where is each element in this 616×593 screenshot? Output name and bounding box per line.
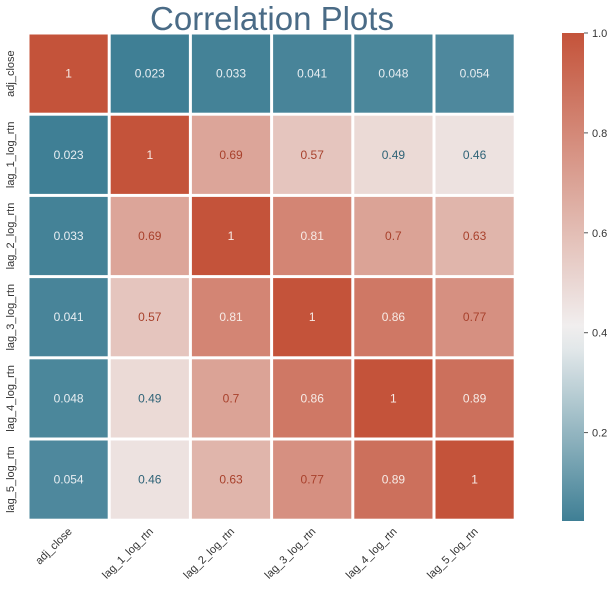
cell-value-label-r3-c2: 0.81: [219, 310, 243, 324]
heatmap-cell-r1-c2: [191, 115, 271, 194]
y-axis-tick-labels: adj_close lag_1_log_rtn lag_2_log_rtn lag_3…: [5, 50, 17, 513]
heatmap-cell-r5-c3: [273, 440, 352, 519]
cell-value-label-r5-c4: 0.89: [382, 473, 406, 487]
cell-value-label-r1-c3: 0.57: [301, 148, 325, 162]
cell-value-label-r4-c5: 0.89: [463, 391, 487, 405]
cell-value-label-r1-c0: 0.023: [54, 148, 84, 162]
colorbar: 0.2 0.4 0.6 0.8 1.0: [562, 28, 607, 521]
cell-value-label-r3-c4: 0.86: [382, 310, 406, 324]
x-tick-label: adj_close: [33, 526, 74, 567]
heatmap-cell-r4-c1: [110, 359, 189, 438]
cell-value-label-r3-c5: 0.77: [463, 310, 487, 324]
y-tick-label: adj_close: [5, 50, 17, 96]
cell-value-label-r5-c3: 0.77: [301, 473, 325, 487]
heatmap-cell-labels: 1 0.023 0.033 0.041 0.048 0.054 0.023 1 0.69 0.57…: [54, 67, 490, 487]
colorbar-tick-label: 0.4: [592, 328, 607, 340]
heatmap-cell-r1-c0: [29, 115, 108, 194]
heatmap-cell-r2-c3: [273, 196, 352, 276]
cell-value-label-r3-c1: 0.57: [138, 310, 162, 324]
cell-value-label-r0-c0: 1: [65, 67, 72, 81]
heatmap-cell-r1-c4: [354, 115, 433, 194]
chart-title: Correlation Plots: [150, 0, 394, 37]
heatmap-cell-r3-c3: [273, 278, 352, 357]
heatmap-cell-r0-c0: [29, 34, 108, 113]
x-tick-label: lag_5_log_rtn: [425, 526, 481, 582]
cell-value-label-r2-c5: 0.63: [463, 229, 487, 243]
cell-value-label-r2-c3: 0.81: [301, 229, 325, 243]
y-tick-label: lag_2_log_rtn: [5, 203, 17, 270]
x-tick-label: lag_4_log_rtn: [344, 526, 400, 582]
cell-value-label-r5-c2: 0.63: [219, 473, 243, 487]
cell-value-label-r3-c3: 1: [309, 310, 316, 324]
cell-value-label-r1-c1: 1: [146, 148, 153, 162]
cell-value-label-r5-c1: 0.46: [138, 473, 162, 487]
cell-value-label-r1-c5: 0.46: [463, 148, 487, 162]
heatmap-cell-r3-c4: [354, 278, 433, 357]
heatmap-cell-r1-c5: [435, 115, 514, 194]
colorbar-gradient: [562, 33, 584, 521]
y-tick-label: lag_5_log_rtn: [5, 446, 17, 513]
heatmap-cell-r3-c2: [191, 278, 271, 357]
cell-value-label-r1-c2: 0.69: [219, 148, 243, 162]
cell-value-label-r0-c1: 0.023: [135, 67, 165, 81]
cell-value-label-r2-c1: 0.69: [138, 229, 162, 243]
heatmap-cell-r2-c4: [354, 196, 433, 276]
colorbar-tick-label: 0.2: [592, 428, 607, 440]
heatmap-cell-r5-c1: [110, 440, 189, 519]
cell-value-label-r5-c0: 0.054: [54, 473, 84, 487]
cell-value-label-r1-c4: 0.49: [382, 148, 406, 162]
heatmap-cell-r0-c3: [273, 34, 352, 113]
heatmap-cell-r0-c2: [191, 34, 271, 113]
cell-value-label-r0-c3: 0.041: [297, 67, 327, 81]
heatmap-cell-r3-c5: [435, 278, 514, 357]
y-tick-label: lag_4_log_rtn: [5, 365, 17, 432]
cell-value-label-r2-c4: 0.7: [385, 229, 402, 243]
cell-value-label-r4-c4: 1: [390, 391, 397, 405]
cell-value-label-r2-c2: 1: [228, 229, 235, 243]
heatmap-cell-r5-c5: [435, 440, 514, 519]
heatmap-cell-r4-c0: [29, 359, 108, 438]
x-tick-label: lag_1_log_rtn: [100, 526, 156, 582]
heatmap-cell-r0-c4: [354, 34, 433, 113]
heatmap-cell-r0-c1: [110, 34, 189, 113]
colorbar-tick-label: 0.8: [592, 128, 607, 140]
heatmap-cell-r0-c5: [435, 34, 514, 113]
x-tick-label: lag_3_log_rtn: [263, 526, 319, 582]
cell-value-label-r0-c5: 0.054: [460, 67, 490, 81]
cell-value-label-r0-c2: 0.033: [216, 67, 246, 81]
y-tick-label: lag_3_log_rtn: [5, 284, 17, 351]
cell-value-label-r4-c2: 0.7: [223, 391, 240, 405]
heatmap-cell-r5-c2: [191, 440, 271, 519]
heatmap-cell-r4-c5: [435, 359, 514, 438]
heatmap-cell-r4-c4: [354, 359, 433, 438]
cell-value-label-r4-c3: 0.86: [301, 391, 325, 405]
x-axis-tick-labels: adj_close lag_1_log_rtn lag_2_log_rtn lag_3…: [33, 526, 480, 582]
colorbar-tick-label: 0.6: [592, 228, 607, 240]
heatmap-cell-r1-c1: [110, 115, 189, 194]
cell-value-label-r5-c5: 1: [471, 473, 478, 487]
heatmap-cell-r2-c5: [435, 196, 514, 276]
heatmap-cell-r4-c2: [191, 359, 271, 438]
colorbar-tick-label: 1.0: [592, 28, 607, 40]
heatmap-cell-r1-c3: [273, 115, 352, 194]
heatmap-cells: [29, 34, 514, 519]
cell-value-label-r3-c0: 0.041: [54, 310, 84, 324]
x-tick-label: lag_2_log_rtn: [181, 526, 237, 582]
heatmap-cell-r2-c0: [29, 196, 108, 276]
cell-value-label-r4-c0: 0.048: [54, 391, 84, 405]
heatmap-cell-r5-c0: [29, 440, 108, 519]
heatmap-cell-r5-c4: [354, 440, 433, 519]
heatmap-cell-r2-c1: [110, 196, 189, 276]
heatmap-cell-r3-c1: [110, 278, 189, 357]
heatmap-cell-r4-c3: [273, 359, 352, 438]
cell-value-label-r2-c0: 0.033: [54, 229, 84, 243]
heatmap-cell-r3-c0: [29, 278, 108, 357]
cell-value-label-r0-c4: 0.048: [378, 67, 408, 81]
heatmap-cell-r2-c2: [191, 196, 271, 276]
y-tick-label: lag_1_log_rtn: [5, 121, 17, 188]
cell-value-label-r4-c1: 0.49: [138, 391, 162, 405]
